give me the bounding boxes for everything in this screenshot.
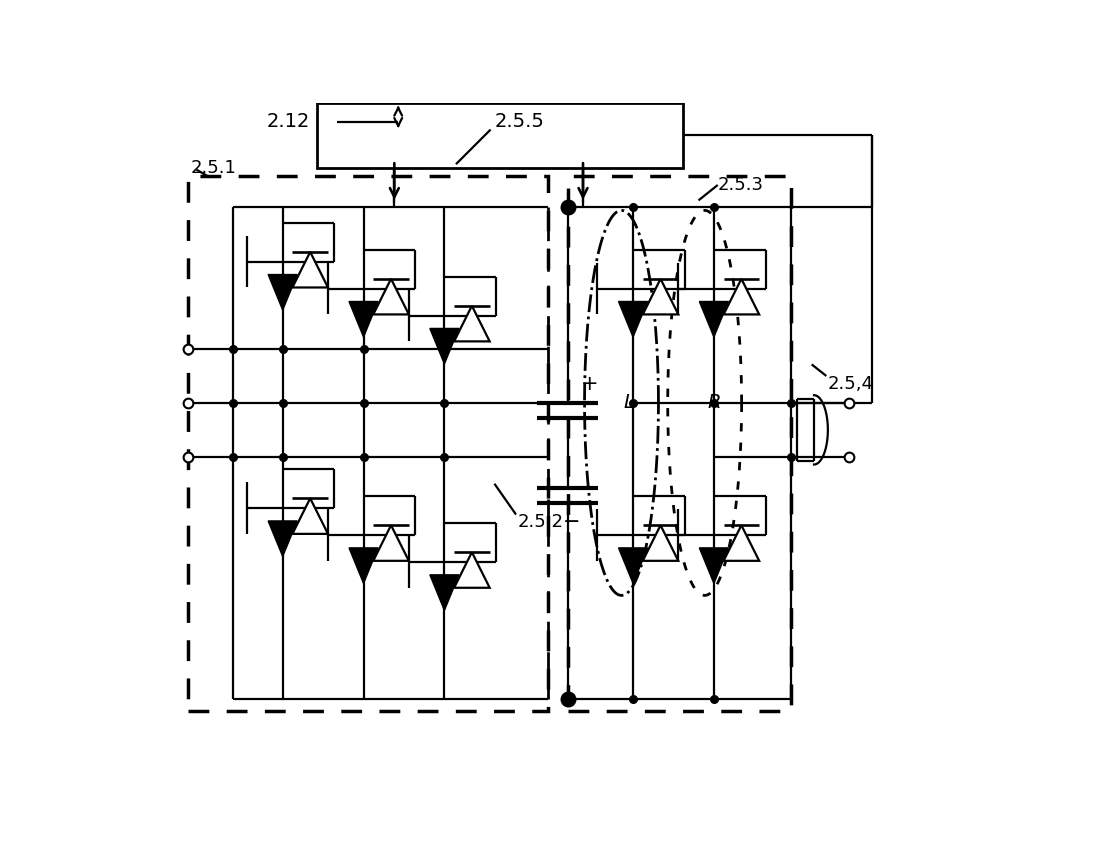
Polygon shape xyxy=(454,552,490,587)
Text: −: − xyxy=(563,512,580,533)
Polygon shape xyxy=(724,279,759,315)
Polygon shape xyxy=(373,279,409,315)
Text: 2.12: 2.12 xyxy=(266,112,310,132)
Polygon shape xyxy=(373,525,409,561)
Polygon shape xyxy=(430,575,459,610)
Text: 2.5.1: 2.5.1 xyxy=(190,159,236,177)
Text: 2.5.2: 2.5.2 xyxy=(518,513,563,531)
Polygon shape xyxy=(724,525,759,561)
Text: 2.5.3: 2.5.3 xyxy=(718,176,763,194)
Polygon shape xyxy=(618,302,648,337)
Polygon shape xyxy=(642,279,679,315)
Polygon shape xyxy=(642,525,679,561)
Polygon shape xyxy=(268,521,297,557)
Text: R: R xyxy=(707,393,721,412)
Polygon shape xyxy=(349,302,378,337)
Polygon shape xyxy=(293,498,328,534)
Polygon shape xyxy=(454,306,490,341)
Polygon shape xyxy=(700,548,728,583)
Polygon shape xyxy=(700,302,728,337)
Text: 2.5.5: 2.5.5 xyxy=(495,112,544,132)
Polygon shape xyxy=(293,252,328,287)
Polygon shape xyxy=(268,274,297,310)
Polygon shape xyxy=(349,548,378,583)
Polygon shape xyxy=(618,548,648,583)
Text: 2.5,4: 2.5,4 xyxy=(828,374,873,392)
Text: +: + xyxy=(581,374,598,393)
Text: L: L xyxy=(624,393,635,412)
Polygon shape xyxy=(430,328,459,364)
